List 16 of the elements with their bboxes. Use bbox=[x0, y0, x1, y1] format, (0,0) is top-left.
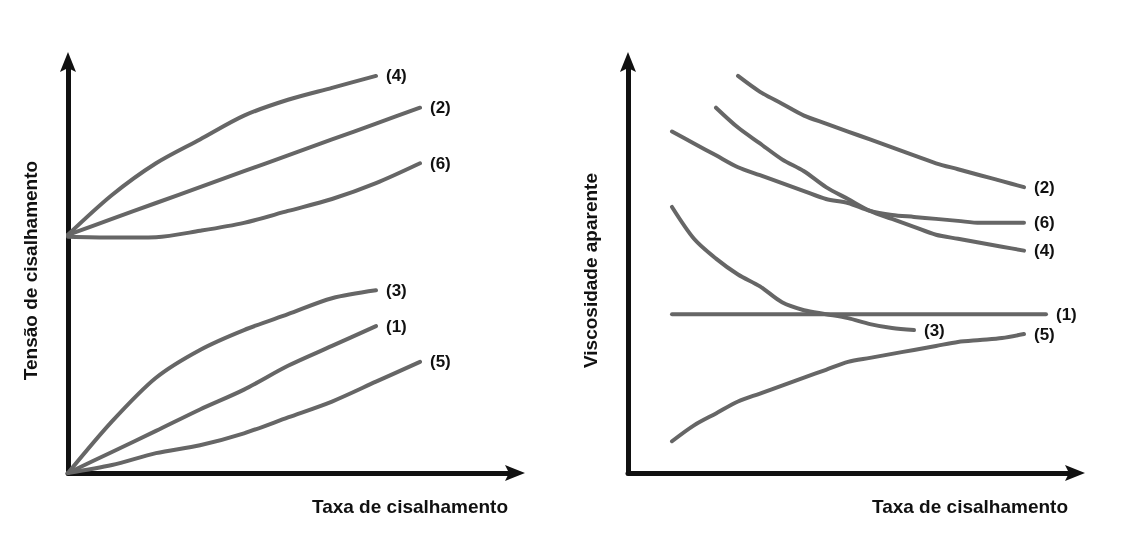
series-label: (6) bbox=[1034, 213, 1055, 233]
series-label: (2) bbox=[1034, 177, 1055, 197]
series-label: (6) bbox=[430, 153, 451, 173]
series-label: (3) bbox=[924, 320, 945, 340]
x-axis-title: Taxa de cisalhamento bbox=[311, 496, 508, 517]
series-label: (3) bbox=[386, 280, 407, 300]
series-label: (5) bbox=[1034, 324, 1055, 344]
series-label: (2) bbox=[430, 98, 451, 118]
y-axis-title: Tensão de cisalhamento bbox=[20, 160, 41, 381]
series-label: (4) bbox=[386, 66, 407, 86]
series-label: (1) bbox=[386, 316, 407, 336]
x-axis-title: Taxa de cisalhamento bbox=[871, 496, 1068, 517]
series-label: (5) bbox=[430, 352, 451, 372]
y-axis-title: Viscosidade aparente bbox=[580, 172, 601, 369]
series-label: (1) bbox=[1056, 304, 1077, 324]
series-label: (4) bbox=[1034, 241, 1055, 261]
